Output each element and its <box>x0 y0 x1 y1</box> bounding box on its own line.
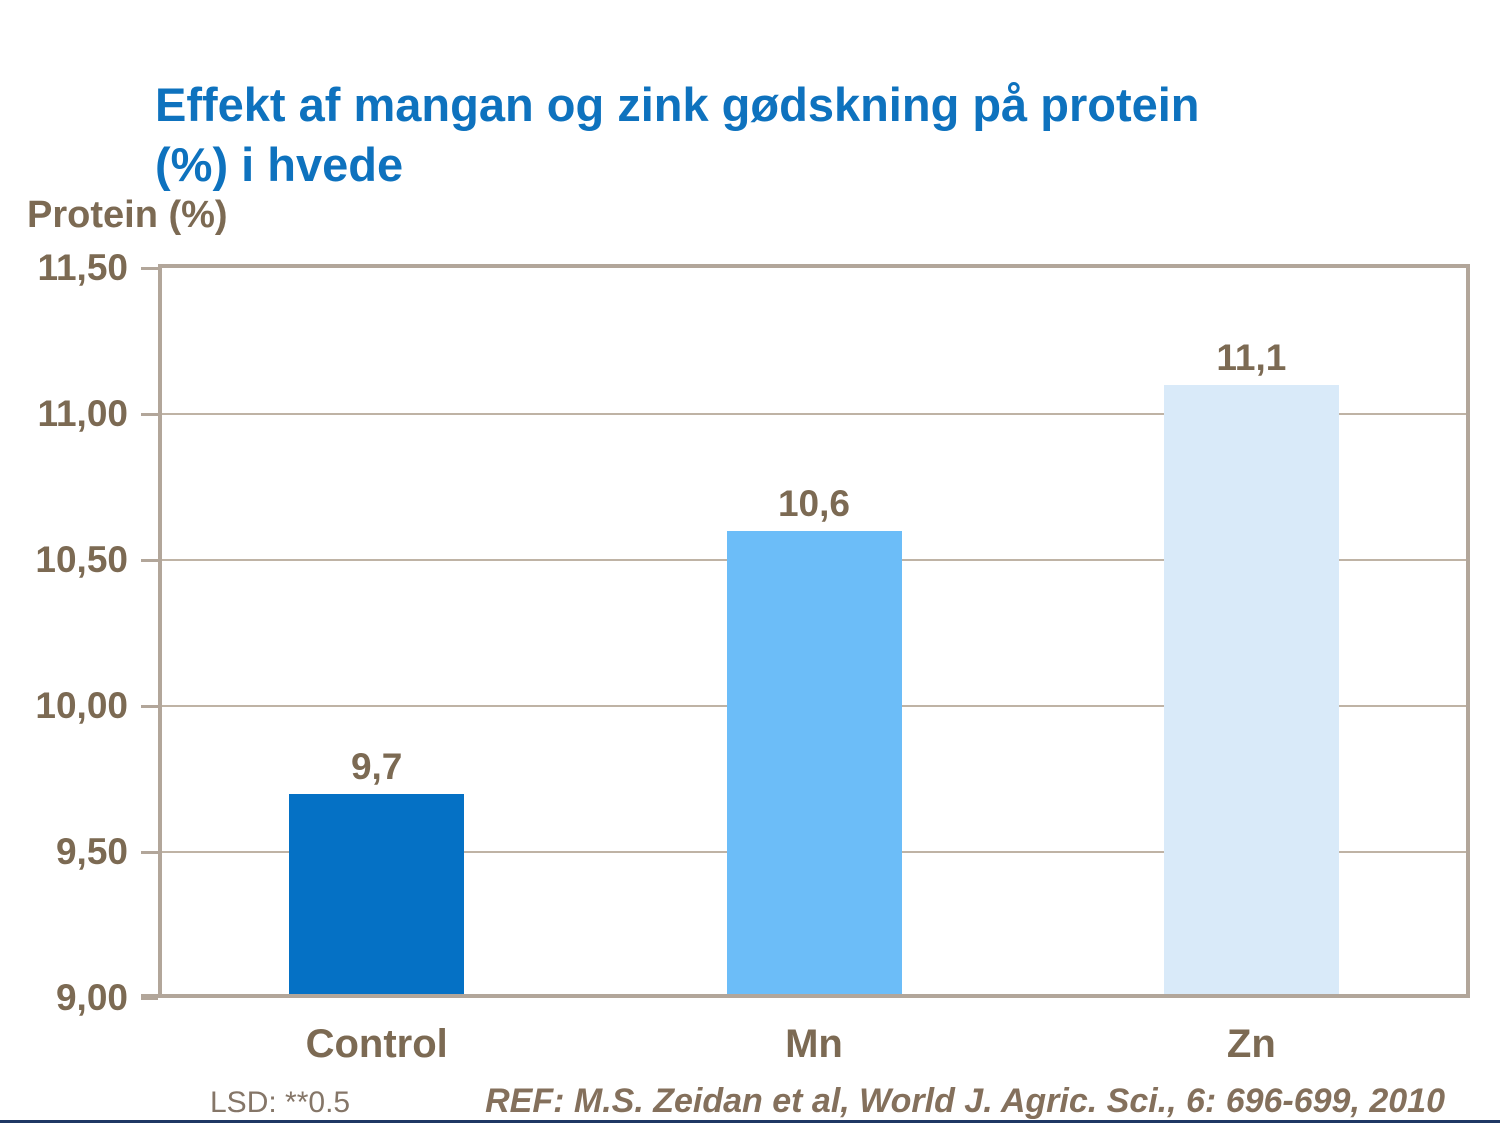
y-tick-mark <box>141 558 158 562</box>
bar-zn <box>1163 384 1339 998</box>
chart-title: Effekt af mangan og zink gødskning på pr… <box>155 75 1455 195</box>
y-tick-mark <box>141 266 158 270</box>
chart-title-line1: Effekt af mangan og zink gødskning på pr… <box>155 78 1200 132</box>
x-axis-label-zn: Zn <box>1226 1022 1276 1066</box>
x-axis-label-control: Control <box>305 1022 448 1066</box>
plot-border-right <box>1466 264 1470 998</box>
y-tick-mark <box>141 704 158 708</box>
bar-mn <box>726 530 902 998</box>
y-tick-label: 9,00 <box>55 977 128 1018</box>
y-tick-mark <box>141 996 158 1000</box>
plot-border-top <box>158 264 1470 268</box>
x-axis-label-mn: Mn <box>785 1022 843 1066</box>
lsd-annotation: LSD: **0.5 <box>210 1086 351 1119</box>
y-tick-label: 9,50 <box>55 831 128 872</box>
y-axis-line <box>158 264 162 998</box>
y-tick-label: 11,00 <box>37 393 128 434</box>
y-tick-label: 10,50 <box>35 539 128 580</box>
bar-value-label: 11,1 <box>1216 336 1287 378</box>
footer-divider-line <box>0 1120 1500 1123</box>
bar-value-label: 10,6 <box>777 482 850 524</box>
chart-title-line2: (%) i hvede <box>155 138 404 192</box>
y-tick-mark <box>141 412 158 416</box>
x-axis-line <box>141 994 1470 998</box>
bar-value-label: 9,7 <box>350 745 403 787</box>
reference-text: REF: M.S. Zeidan et al, World J. Agric. … <box>485 1082 1445 1120</box>
y-tick-mark <box>141 850 158 854</box>
y-tick-label: 11,50 <box>37 247 128 288</box>
y-axis-title: Protein (%) <box>27 194 228 236</box>
bar-control <box>289 793 465 998</box>
gridline-11,00 <box>158 413 1470 415</box>
y-tick-label: 10,00 <box>35 685 128 726</box>
